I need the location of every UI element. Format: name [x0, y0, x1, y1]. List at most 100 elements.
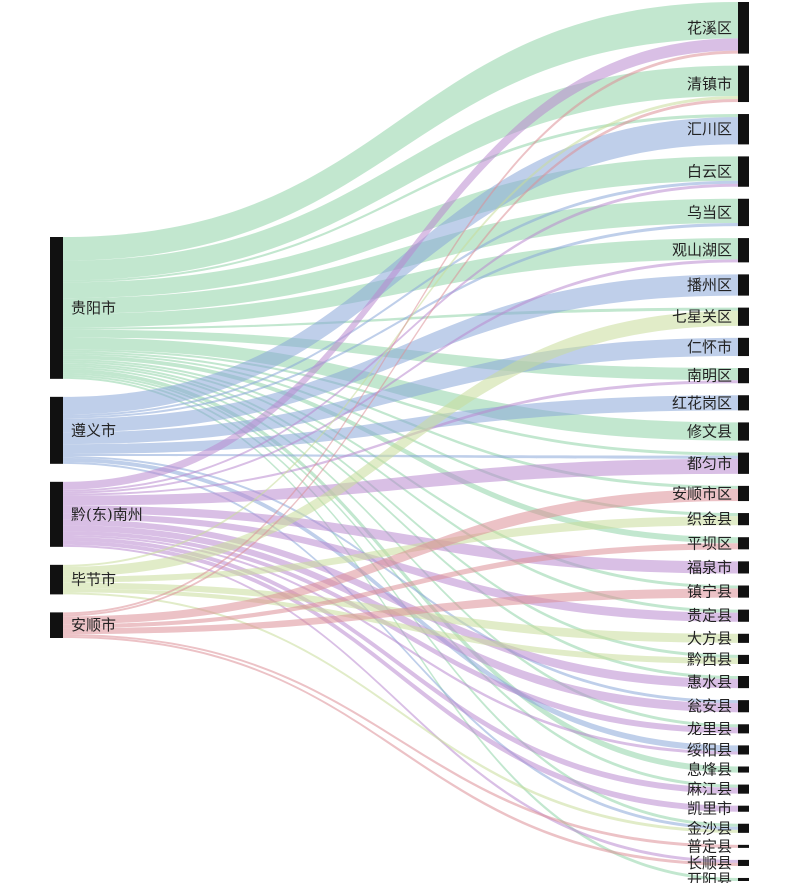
flow-link-as-t29 [63, 634, 738, 848]
flow-link-qdn-t24 [63, 535, 738, 755]
target-label-t6: 播州区 [687, 276, 732, 294]
target-node-t28 [738, 823, 749, 833]
target-label-t3: 白云区 [687, 163, 732, 181]
target-label-t21: 惠水县 [687, 673, 732, 691]
flow-link-gy-t25 [63, 368, 738, 773]
flow-link-qdn-t22 [63, 525, 738, 713]
flow-link-bj-t1 [63, 95, 738, 567]
target-node-t16 [738, 561, 749, 574]
target-node-t17 [738, 585, 749, 598]
flow-link-qdn-t12 [63, 458, 738, 506]
flow-link-qdn-t3 [63, 183, 738, 492]
flow-link-gy-t4 [63, 198, 738, 314]
flow-link-as-t15 [63, 543, 738, 629]
flow-link-zy-t6 [63, 274, 738, 433]
target-label-t26: 麻江县 [687, 780, 732, 798]
flow-link-qdn-t9 [63, 380, 738, 496]
target-label-t19: 大方县 [687, 629, 732, 647]
target-node-t15 [738, 537, 749, 550]
target-node-t4 [738, 198, 749, 227]
target-label-t12: 都匀市 [687, 454, 732, 472]
target-label-t5: 观山湖区 [672, 241, 732, 259]
flow-link-gy-t20 [63, 363, 738, 658]
source-label-zy: 遵义市 [71, 421, 116, 439]
target-label-t14: 织金县 [687, 510, 732, 528]
flow-link-bj-t28 [63, 592, 738, 833]
target-label-t23: 龙里县 [687, 720, 732, 738]
target-node-t5 [738, 238, 749, 263]
target-label-t18: 贵定县 [687, 607, 732, 625]
source-node-bj [50, 564, 63, 595]
target-node-t24 [738, 745, 749, 755]
target-node-t8 [738, 337, 749, 357]
target-nodes-layer: 花溪区清镇市汇川区白云区乌当区观山湖区播州区七星关区仁怀市南明区红花岗区修文县都… [672, 2, 749, 883]
target-node-t7 [738, 307, 749, 326]
flow-link-qdn-t21 [63, 519, 738, 689]
target-label-t0: 花溪区 [687, 19, 732, 37]
target-label-t4: 乌当区 [687, 203, 732, 221]
target-label-t7: 七星关区 [672, 308, 732, 326]
flow-link-gy-t14 [63, 353, 738, 517]
source-label-bj: 毕节市 [71, 571, 116, 589]
target-label-t8: 仁怀市 [687, 338, 732, 356]
target-node-t27 [738, 805, 749, 812]
flow-link-zy-t4 [63, 223, 738, 419]
source-label-qdn: 黔(东)南州 [71, 505, 143, 523]
flow-link-as-t1 [63, 99, 738, 617]
flow-link-gy-t5 [63, 238, 738, 328]
target-node-t30 [738, 859, 749, 866]
target-label-t16: 福泉市 [687, 558, 732, 576]
source-label-as: 安顺市 [71, 616, 116, 634]
flow-link-zy-t28 [63, 461, 738, 830]
target-node-t1 [738, 65, 749, 103]
target-node-t11 [738, 422, 749, 441]
links-layer [63, 2, 738, 881]
source-node-gy [50, 237, 63, 379]
flow-link-bj-t14 [63, 516, 738, 583]
flow-link-qdn-t26 [63, 536, 738, 794]
target-label-t31: 开阳县 [687, 870, 732, 883]
target-node-t0 [738, 2, 749, 54]
target-label-t28: 金沙县 [687, 819, 732, 837]
target-node-t2 [738, 114, 749, 145]
source-label-gy: 贵阳市 [71, 299, 116, 317]
flow-link-as-t17 [63, 588, 738, 635]
flow-link-zy-t8 [63, 337, 738, 445]
flow-link-gy-t17 [63, 359, 738, 589]
flow-link-as-t0 [63, 50, 738, 615]
target-node-t3 [738, 156, 749, 187]
flow-link-bj-t7 [63, 310, 738, 577]
flow-link-gy-t21 [63, 365, 738, 680]
flow-link-bj-t20 [63, 588, 738, 664]
flow-link-qdn-t18 [63, 513, 738, 622]
target-node-t25 [738, 766, 749, 773]
target-node-t22 [738, 700, 749, 713]
target-node-t31 [738, 877, 749, 881]
target-node-t9 [738, 368, 749, 384]
target-node-t21 [738, 675, 749, 689]
flow-link-as-t13 [63, 488, 738, 625]
flow-link-gy-t1 [63, 65, 738, 281]
target-label-t1: 清镇市 [687, 75, 732, 93]
target-label-t29: 普定县 [687, 837, 732, 855]
flow-link-qdn-t5 [63, 259, 738, 494]
target-label-t30: 长顺县 [687, 854, 732, 872]
flow-link-gy-t2 [63, 114, 738, 283]
target-node-t26 [738, 784, 749, 794]
source-node-as [50, 612, 63, 638]
source-node-zy [50, 396, 63, 464]
target-node-t10 [738, 395, 749, 411]
flow-link-gy-t12 [63, 349, 738, 456]
target-node-t20 [738, 654, 749, 664]
target-node-t29 [738, 844, 749, 848]
flow-link-gy-t31 [63, 376, 738, 881]
flow-link-zy-t22 [63, 455, 738, 704]
target-node-t13 [738, 485, 749, 502]
source-node-qdn [50, 481, 63, 547]
target-label-t27: 凯里市 [687, 800, 732, 818]
target-node-t12 [738, 452, 749, 474]
flow-link-gy-t7 [63, 307, 738, 330]
flow-link-qdn-t30 [63, 544, 738, 863]
